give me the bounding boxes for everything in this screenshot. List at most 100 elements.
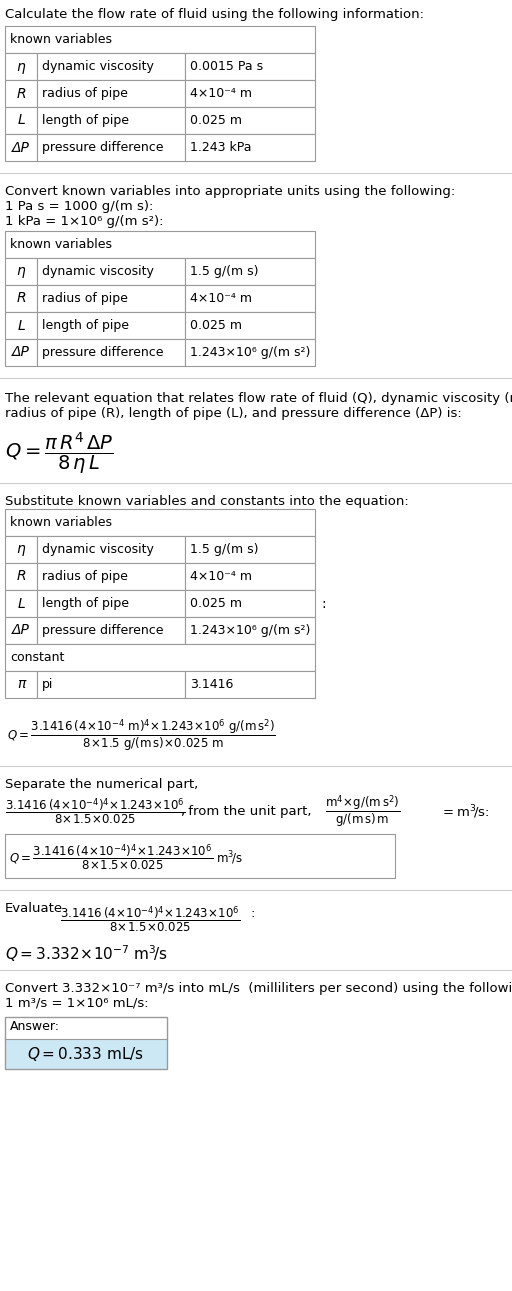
Text: 3.1416: 3.1416 <box>190 678 233 691</box>
Text: :: : <box>321 596 326 611</box>
Text: radius of pipe: radius of pipe <box>42 86 128 99</box>
Text: pi: pi <box>42 678 53 691</box>
Bar <box>5 340 37 367</box>
Text: $Q = 0.333\ \mathrm{mL/s}$: $Q = 0.333\ \mathrm{mL/s}$ <box>28 1044 144 1062</box>
Text: radius of pipe: radius of pipe <box>42 571 128 584</box>
Bar <box>185 285 315 312</box>
Text: Substitute known variables and constants into the equation:: Substitute known variables and constants… <box>5 494 409 507</box>
Bar <box>37 80 185 107</box>
Text: The relevant equation that relates flow rate of fluid (Q), dynamic viscosity (η): The relevant equation that relates flow … <box>5 392 512 405</box>
Bar <box>5 80 37 107</box>
Text: L: L <box>17 114 25 128</box>
Text: Separate the numerical part,: Separate the numerical part, <box>5 778 198 791</box>
Bar <box>5 509 315 536</box>
Bar <box>5 134 37 161</box>
Text: 1.5 g/(m s): 1.5 g/(m s) <box>190 265 259 278</box>
Text: radius of pipe: radius of pipe <box>42 292 128 305</box>
Text: known variables: known variables <box>10 516 112 529</box>
Text: $Q = \dfrac{\pi\, R^4\, \Delta P}{8\, \eta\, L}$: $Q = \dfrac{\pi\, R^4\, \Delta P}{8\, \e… <box>5 430 114 476</box>
Bar <box>37 563 185 590</box>
Bar <box>5 1017 167 1069</box>
Text: Calculate the flow rate of fluid using the following information:: Calculate the flow rate of fluid using t… <box>5 8 424 21</box>
Bar <box>5 671 37 698</box>
Text: Answer:: Answer: <box>10 1020 60 1033</box>
Bar <box>185 340 315 367</box>
Text: ,: , <box>180 806 184 818</box>
Bar <box>185 590 315 617</box>
Text: dynamic viscosity: dynamic viscosity <box>42 59 154 74</box>
Bar <box>5 834 395 878</box>
Bar <box>37 312 185 340</box>
Text: R: R <box>16 86 26 101</box>
Bar <box>185 312 315 340</box>
Text: from the unit part,: from the unit part, <box>184 806 311 818</box>
Text: $Q = \dfrac{3.1416\,(4\!\times\!10^{-4}\ \mathrm{m})^4\!\times\!1.243\!\times\!1: $Q = \dfrac{3.1416\,(4\!\times\!10^{-4}\… <box>7 718 276 754</box>
Bar <box>37 134 185 161</box>
Text: $\dfrac{3.1416\,(4\!\times\!10^{-4})^4\!\times\!1.243\!\times\!10^6}{8\!\times\!: $\dfrac{3.1416\,(4\!\times\!10^{-4})^4\!… <box>5 797 185 828</box>
Bar <box>37 285 185 312</box>
Bar <box>185 107 315 134</box>
Bar <box>5 1017 167 1039</box>
Text: η: η <box>16 542 26 556</box>
Text: π: π <box>17 678 25 692</box>
Text: $= \mathrm{m^3\!/s}$:: $= \mathrm{m^3\!/s}$: <box>440 803 489 821</box>
Bar <box>5 590 37 617</box>
Text: dynamic viscosity: dynamic viscosity <box>42 265 154 278</box>
Text: 1 m³/s = 1×10⁶ mL/s:: 1 m³/s = 1×10⁶ mL/s: <box>5 997 148 1010</box>
Bar <box>5 536 37 563</box>
Text: Convert known variables into appropriate units using the following:: Convert known variables into appropriate… <box>5 185 455 198</box>
Text: R: R <box>16 569 26 584</box>
Text: $\dfrac{3.1416\,(4\!\times\!10^{-4})^4\!\times\!1.243\!\times\!10^6}{8\!\times\!: $\dfrac{3.1416\,(4\!\times\!10^{-4})^4\!… <box>60 905 241 935</box>
Bar <box>185 53 315 80</box>
Bar <box>5 1039 167 1069</box>
Text: length of pipe: length of pipe <box>42 596 129 611</box>
Bar <box>37 671 185 698</box>
Bar <box>185 617 315 644</box>
Bar <box>37 340 185 367</box>
Text: L: L <box>17 596 25 611</box>
Text: ΔP: ΔP <box>12 141 30 155</box>
Bar <box>5 231 315 258</box>
Bar <box>37 258 185 285</box>
Text: 0.025 m: 0.025 m <box>190 114 242 127</box>
Text: η: η <box>16 59 26 74</box>
Text: length of pipe: length of pipe <box>42 114 129 127</box>
Text: pressure difference: pressure difference <box>42 346 163 359</box>
Text: $Q = 3.332\!\times\!10^{-7}\ \mathrm{m^3\!/s}$: $Q = 3.332\!\times\!10^{-7}\ \mathrm{m^3… <box>5 944 168 964</box>
Bar <box>185 536 315 563</box>
Text: 1.5 g/(m s): 1.5 g/(m s) <box>190 544 259 556</box>
Bar <box>185 134 315 161</box>
Text: :: : <box>250 908 254 920</box>
Bar <box>5 53 37 80</box>
Text: constant: constant <box>10 651 65 664</box>
Text: ΔP: ΔP <box>12 624 30 638</box>
Bar <box>5 563 37 590</box>
Text: 4×10⁻⁴ m: 4×10⁻⁴ m <box>190 86 252 99</box>
Text: 4×10⁻⁴ m: 4×10⁻⁴ m <box>190 292 252 305</box>
Bar <box>5 312 37 340</box>
Text: radius of pipe (R), length of pipe (L), and pressure difference (ΔP) is:: radius of pipe (R), length of pipe (L), … <box>5 407 462 420</box>
Text: η: η <box>16 265 26 279</box>
Text: 1 kPa = 1×10⁶ g/(m s²):: 1 kPa = 1×10⁶ g/(m s²): <box>5 216 163 229</box>
Bar <box>185 258 315 285</box>
Text: 0.0015 Pa s: 0.0015 Pa s <box>190 59 263 74</box>
Bar <box>37 53 185 80</box>
Bar <box>5 258 37 285</box>
Bar <box>185 671 315 698</box>
Text: 1.243×10⁶ g/(m s²): 1.243×10⁶ g/(m s²) <box>190 346 310 359</box>
Text: 0.025 m: 0.025 m <box>190 596 242 611</box>
Bar <box>5 617 37 644</box>
Text: length of pipe: length of pipe <box>42 319 129 332</box>
Text: known variables: known variables <box>10 34 112 46</box>
Bar <box>5 26 315 53</box>
Bar <box>5 285 37 312</box>
Text: Convert 3.332×10⁻⁷ m³/s into mL/s  (milliliters per second) using the following:: Convert 3.332×10⁻⁷ m³/s into mL/s (milli… <box>5 982 512 995</box>
Text: dynamic viscosity: dynamic viscosity <box>42 544 154 556</box>
Bar <box>185 563 315 590</box>
Text: ΔP: ΔP <box>12 346 30 359</box>
Text: 1 Pa s = 1000 g/(m s):: 1 Pa s = 1000 g/(m s): <box>5 200 154 213</box>
Bar <box>5 644 315 671</box>
Text: $Q = \dfrac{3.1416\,(4\!\times\!10^{-4})^4\!\times\!1.243\!\times\!10^6}{8\!\tim: $Q = \dfrac{3.1416\,(4\!\times\!10^{-4})… <box>9 843 243 873</box>
Bar <box>37 107 185 134</box>
Text: 1.243×10⁶ g/(m s²): 1.243×10⁶ g/(m s²) <box>190 624 310 636</box>
